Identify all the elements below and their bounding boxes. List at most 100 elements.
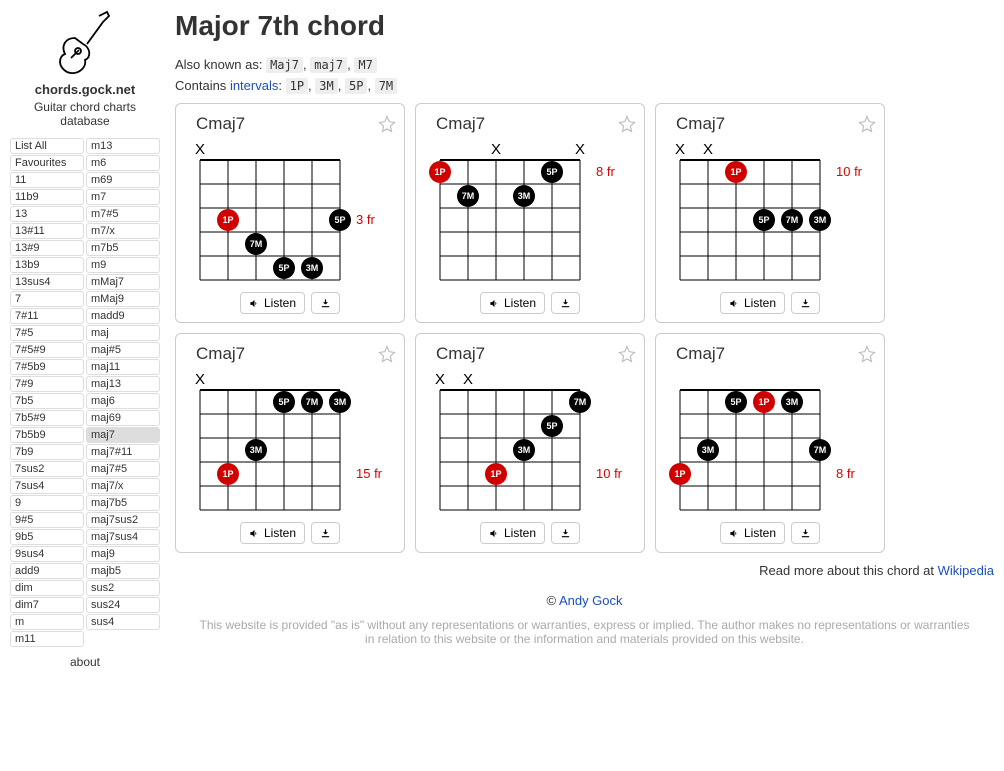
svg-text:1P: 1P <box>490 469 501 479</box>
fretboard-svg: XX1P5P7M3M10 fr <box>668 138 872 284</box>
footer: © Andy Gock <box>175 593 994 608</box>
chord-nav-m7b5[interactable]: m7b5 <box>86 240 160 256</box>
listen-button[interactable]: Listen <box>480 522 545 544</box>
chord-nav-Favourites[interactable]: Favourites <box>10 155 84 171</box>
interval-tag: 1P <box>286 78 308 94</box>
chord-nav-maj9[interactable]: maj9 <box>86 546 160 562</box>
chord-nav-m13[interactable]: m13 <box>86 138 160 154</box>
chord-nav-7#5#9[interactable]: 7#5#9 <box>10 342 84 358</box>
chord-nav-7b5[interactable]: 7b5 <box>10 393 84 409</box>
chord-nav-maj#5[interactable]: maj#5 <box>86 342 160 358</box>
chord-nav-m7/x[interactable]: m7/x <box>86 223 160 239</box>
chord-nav-m[interactable]: m <box>10 614 84 630</box>
svg-text:X: X <box>463 371 473 388</box>
listen-button[interactable]: Listen <box>720 522 785 544</box>
favourite-star-icon[interactable] <box>858 115 876 133</box>
chord-nav-7#5[interactable]: 7#5 <box>10 325 84 341</box>
chord-nav-sus24[interactable]: sus24 <box>86 597 160 613</box>
chord-nav-11b9[interactable]: 11b9 <box>10 189 84 205</box>
chord-nav-13#9[interactable]: 13#9 <box>10 240 84 256</box>
chord-nav-7#9[interactable]: 7#9 <box>10 376 84 392</box>
download-button[interactable] <box>551 292 580 314</box>
chord-nav-List All[interactable]: List All <box>10 138 84 154</box>
chord-nav-maj7sus4[interactable]: maj7sus4 <box>86 529 160 545</box>
favourite-star-icon[interactable] <box>858 345 876 363</box>
chord-nav-add9[interactable]: add9 <box>10 563 84 579</box>
chord-nav-mMaj9[interactable]: mMaj9 <box>86 291 160 307</box>
chord-nav-7sus2[interactable]: 7sus2 <box>10 461 84 477</box>
wikipedia-link[interactable]: Wikipedia <box>938 563 994 578</box>
listen-button[interactable]: Listen <box>480 292 545 314</box>
chord-nav-maj7sus2[interactable]: maj7sus2 <box>86 512 160 528</box>
favourite-star-icon[interactable] <box>618 345 636 363</box>
chord-nav-maj11[interactable]: maj11 <box>86 359 160 375</box>
chord-nav-maj7[interactable]: maj7 <box>86 427 160 443</box>
favourite-star-icon[interactable] <box>378 345 396 363</box>
chord-nav-7b5b9[interactable]: 7b5b9 <box>10 427 84 443</box>
svg-text:5P: 5P <box>334 215 345 225</box>
chord-nav-9sus4[interactable]: 9sus4 <box>10 546 84 562</box>
chord-nav-9[interactable]: 9 <box>10 495 84 511</box>
chord-nav-13#11[interactable]: 13#11 <box>10 223 84 239</box>
chord-diagram-card: Cmaj7 XX1P3M5P7M10 fr Listen <box>415 333 645 553</box>
chord-nav-dim[interactable]: dim <box>10 580 84 596</box>
chord-nav-9#5[interactable]: 9#5 <box>10 512 84 528</box>
chord-nav-maj13[interactable]: maj13 <box>86 376 160 392</box>
chord-nav-7[interactable]: 7 <box>10 291 84 307</box>
chord-nav-maj7#5[interactable]: maj7#5 <box>86 461 160 477</box>
chord-nav-7#11[interactable]: 7#11 <box>10 308 84 324</box>
download-button[interactable] <box>311 522 340 544</box>
chord-nav-m7#5[interactable]: m7#5 <box>86 206 160 222</box>
chord-nav-sus2[interactable]: sus2 <box>86 580 160 596</box>
chord-nav-dim7[interactable]: dim7 <box>10 597 84 613</box>
chord-nav-maj69[interactable]: maj69 <box>86 410 160 426</box>
download-button[interactable] <box>791 292 820 314</box>
chord-nav-m6[interactable]: m6 <box>86 155 160 171</box>
chord-nav-mMaj7[interactable]: mMaj7 <box>86 274 160 290</box>
chord-nav-7b9[interactable]: 7b9 <box>10 444 84 460</box>
chord-nav-7#5b9[interactable]: 7#5b9 <box>10 359 84 375</box>
download-button[interactable] <box>311 292 340 314</box>
favourite-star-icon[interactable] <box>378 115 396 133</box>
interval-tag: 7M <box>375 78 397 94</box>
intervals-row: Contains intervals: 1P, 3M, 5P, 7M <box>175 78 994 93</box>
chord-nav-majb5[interactable]: majb5 <box>86 563 160 579</box>
site-title[interactable]: chords.gock.net <box>10 82 160 97</box>
chord-nav-madd9[interactable]: madd9 <box>86 308 160 324</box>
chord-nav-maj[interactable]: maj <box>86 325 160 341</box>
chord-nav-maj7#11[interactable]: maj7#11 <box>86 444 160 460</box>
download-button[interactable] <box>551 522 580 544</box>
author-link[interactable]: Andy Gock <box>559 593 623 608</box>
chord-nav-7b5#9[interactable]: 7b5#9 <box>10 410 84 426</box>
intervals-link[interactable]: intervals <box>230 78 278 93</box>
svg-text:5P: 5P <box>546 167 557 177</box>
download-icon <box>800 528 811 539</box>
svg-text:7M: 7M <box>250 239 263 249</box>
chord-nav-sus4[interactable]: sus4 <box>86 614 160 630</box>
chord-nav-11[interactable]: 11 <box>10 172 84 188</box>
download-button[interactable] <box>791 522 820 544</box>
svg-text:5P: 5P <box>730 397 741 407</box>
svg-text:7M: 7M <box>306 397 319 407</box>
chord-nav-m69[interactable]: m69 <box>86 172 160 188</box>
chord-nav-maj7/x[interactable]: maj7/x <box>86 478 160 494</box>
about-link[interactable]: about <box>10 655 160 669</box>
chord-nav-13b9[interactable]: 13b9 <box>10 257 84 273</box>
favourite-star-icon[interactable] <box>618 115 636 133</box>
chord-nav-13sus4[interactable]: 13sus4 <box>10 274 84 290</box>
chord-nav-7sus4[interactable]: 7sus4 <box>10 478 84 494</box>
chord-nav-9b5[interactable]: 9b5 <box>10 529 84 545</box>
chord-diagram-card: Cmaj7 X1P7M5P3M5P3 fr Listen <box>175 103 405 323</box>
chord-nav-m7[interactable]: m7 <box>86 189 160 205</box>
svg-text:X: X <box>491 141 501 158</box>
chord-nav-m11[interactable]: m11 <box>10 631 84 647</box>
chord-nav-maj6[interactable]: maj6 <box>86 393 160 409</box>
chord-nav-maj7b5[interactable]: maj7b5 <box>86 495 160 511</box>
download-icon <box>320 528 331 539</box>
listen-button[interactable]: Listen <box>240 292 305 314</box>
chord-nav-13[interactable]: 13 <box>10 206 84 222</box>
chord-nav-m9[interactable]: m9 <box>86 257 160 273</box>
main-content: Major 7th chord Also known as: Maj7, maj… <box>160 10 994 669</box>
listen-button[interactable]: Listen <box>720 292 785 314</box>
listen-button[interactable]: Listen <box>240 522 305 544</box>
